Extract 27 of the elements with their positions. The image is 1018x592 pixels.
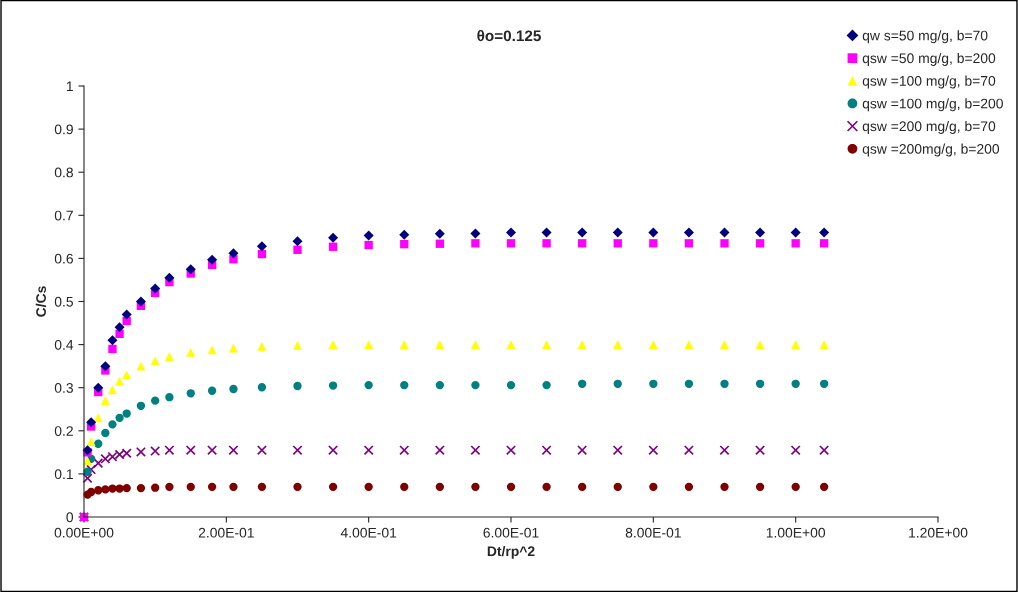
legend-label: qsw =200mg/g, b=200	[862, 143, 1000, 157]
legend-label: qsw =200 mg/g, b=70	[862, 120, 996, 134]
x-tick-label: 0.00E+00	[54, 527, 114, 538]
x-tick-label: 1.20E+00	[909, 527, 968, 538]
y-tick-label: 0.5	[54, 296, 73, 307]
legend-label: qsw =100 mg/g, b=200	[862, 98, 1003, 112]
y-tick-label: 0.6	[54, 253, 73, 264]
legend-label: qsw =100 mg/g, b=70	[862, 75, 996, 89]
legend-label: qsw =50 mg/g, b=200	[862, 52, 996, 66]
x-axis-title: Dt/rp^2	[487, 545, 535, 559]
y-tick-label: 1	[66, 81, 73, 92]
y-tick-label: 0.9	[54, 124, 73, 135]
x-tick-label: 2.00E-01	[198, 527, 254, 538]
y-tick-label: 0.4	[54, 339, 74, 350]
x-tick-label: 8.00E-01	[625, 527, 681, 538]
y-tick-label: 0.7	[54, 210, 73, 221]
y-axis-title: C/Cs	[35, 286, 47, 317]
y-tick-label: 0	[66, 512, 74, 523]
chart-title: θo=0.125	[477, 30, 541, 42]
x-tick-label: 1.00E+00	[766, 527, 826, 538]
y-tick-label: 0.3	[54, 383, 73, 393]
x-tick-label: 6.00E-01	[483, 527, 539, 538]
legend-label: qw s=50 mg/g, b=70	[862, 30, 988, 44]
y-tick-label: 0.2	[54, 426, 73, 436]
x-tick-label: 4.00E-01	[340, 527, 397, 538]
y-tick-label: 0.1	[54, 469, 73, 480]
y-tick-label: 0.8	[54, 167, 73, 178]
